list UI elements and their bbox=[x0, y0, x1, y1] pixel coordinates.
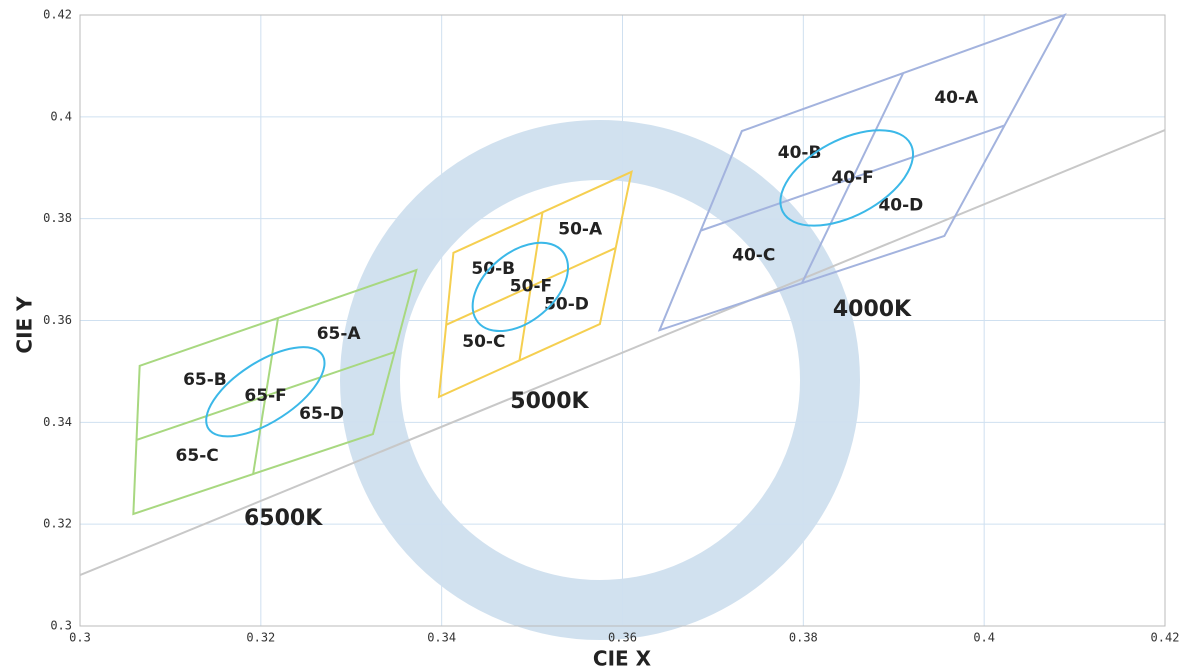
x-tick-label: 0.34 bbox=[427, 631, 456, 645]
plot-frame bbox=[79, 14, 1166, 627]
x-tick-label: 0.38 bbox=[789, 631, 818, 645]
quad-label: 65-C bbox=[176, 446, 219, 466]
quad-label: 65-B bbox=[183, 370, 227, 390]
y-tick-label: 0.42 bbox=[43, 8, 72, 22]
region-name: 4000K bbox=[833, 297, 912, 322]
divider bbox=[445, 247, 617, 326]
y-tick-label: 0.3 bbox=[50, 619, 72, 633]
y-tick-label: 0.36 bbox=[43, 313, 72, 327]
center-label: 65-F bbox=[244, 386, 286, 406]
watermark bbox=[340, 120, 860, 640]
x-tick-label: 0.4 bbox=[973, 631, 995, 645]
x-tick-label: 0.32 bbox=[246, 631, 275, 645]
x-tick-label: 0.42 bbox=[1151, 631, 1180, 645]
quad-label: 50-A bbox=[558, 220, 603, 240]
divider bbox=[700, 124, 1005, 232]
quad-label: 65-D bbox=[299, 404, 344, 424]
y-tick-label: 0.4 bbox=[50, 109, 72, 123]
region-quad bbox=[657, 13, 1067, 332]
region-name: 6500K bbox=[244, 506, 323, 531]
region-quad bbox=[132, 268, 418, 516]
divider bbox=[136, 351, 395, 441]
y-tick-label: 0.34 bbox=[43, 415, 72, 429]
tolerance-ellipse bbox=[205, 346, 326, 438]
y-axis-label: CIE Y bbox=[13, 296, 37, 354]
locus-line bbox=[80, 129, 1165, 577]
y-tick-label: 0.38 bbox=[43, 211, 72, 225]
quad-label: 40-D bbox=[878, 196, 923, 216]
quad-label: 40-C bbox=[732, 245, 775, 265]
tolerance-ellipse bbox=[471, 241, 570, 333]
tolerance-ellipse bbox=[779, 129, 915, 227]
quad-label: 50-B bbox=[471, 259, 515, 279]
y-tick-label: 0.32 bbox=[43, 517, 72, 531]
quad-label: 40-B bbox=[778, 143, 822, 163]
x-tick-label: 0.3 bbox=[69, 631, 91, 645]
center-label: 50-F bbox=[510, 276, 552, 296]
region-quad bbox=[437, 170, 633, 399]
x-tick-label: 0.36 bbox=[608, 631, 637, 645]
quad-label: 40-A bbox=[934, 88, 979, 108]
center-label: 40-F bbox=[831, 168, 873, 188]
quad-label: 50-C bbox=[462, 332, 505, 352]
region-name: 5000K bbox=[510, 389, 589, 414]
quad-label: 65-A bbox=[317, 324, 362, 344]
watermark-ring bbox=[340, 120, 860, 640]
x-axis-label: CIE X bbox=[593, 647, 652, 671]
